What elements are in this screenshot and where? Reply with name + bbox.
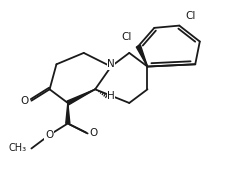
Text: Cl: Cl [122,32,132,42]
Polygon shape [136,45,147,66]
Text: O: O [45,130,53,140]
Polygon shape [67,89,95,105]
Text: H: H [107,91,115,101]
Text: CH₃: CH₃ [9,143,27,154]
Polygon shape [66,103,70,124]
Text: N: N [107,59,115,69]
Text: O: O [90,127,98,138]
Text: Cl: Cl [185,12,196,21]
Text: O: O [20,96,29,106]
